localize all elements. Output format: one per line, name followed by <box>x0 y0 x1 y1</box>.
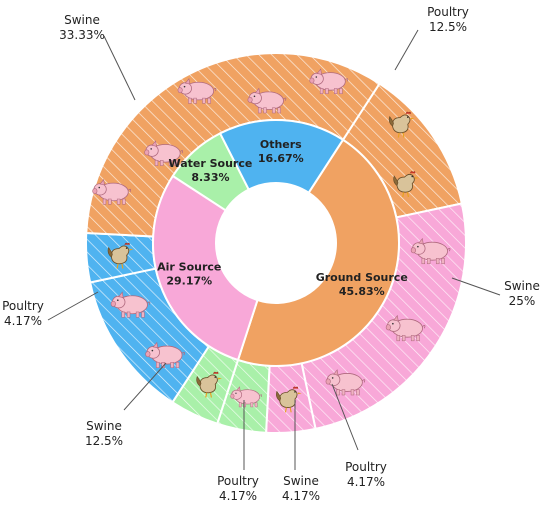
outer-label-name: Swine <box>64 13 100 27</box>
chicken-icon <box>196 371 222 398</box>
leader-line <box>451 277 501 296</box>
icon-layer <box>92 68 451 413</box>
pig-icon <box>145 341 185 368</box>
outer-label-name: Poultry <box>427 5 469 19</box>
outer-label-value: 33.33% <box>59 28 105 42</box>
chicken-icon <box>107 242 134 269</box>
inner-label-name: Others <box>260 138 302 151</box>
pig-icon <box>410 237 451 265</box>
inner-label-name: Air Source <box>157 261 221 274</box>
inner-slice-air-source[interactable] <box>152 174 259 362</box>
outer-label-value: 12.5% <box>85 434 123 448</box>
pig-icon <box>309 68 349 94</box>
outer-label-name: Swine <box>283 474 319 488</box>
outer-label-swine-1: Swine 25% <box>504 279 540 308</box>
outer-label-name: Swine <box>86 419 122 433</box>
pig-icon <box>230 386 262 408</box>
outer-label-value: 25% <box>509 294 536 308</box>
outer-label-name: Poultry <box>217 474 259 488</box>
inner-slice-ground-source[interactable] <box>236 138 400 367</box>
pig-icon <box>110 291 151 318</box>
inner-label-value: 29.17% <box>166 275 212 288</box>
inner-slice-others[interactable] <box>218 119 345 195</box>
leader-line <box>123 362 167 411</box>
outer-label-value: 4.17% <box>4 314 42 328</box>
outer-label-value: 12.5% <box>429 20 467 34</box>
inner-label-air-source: Air Source 29.17% <box>157 261 221 288</box>
inner-label-value: 16.67% <box>258 152 304 165</box>
inner-label-ground-source: Ground Source 45.83% <box>316 271 408 298</box>
pig-icon <box>92 178 132 205</box>
inner-label-others: Others 16.67% <box>258 138 304 165</box>
pig-icon <box>247 87 287 114</box>
chicken-icon <box>276 386 302 413</box>
leader-line <box>103 35 136 101</box>
leader-line <box>47 291 99 321</box>
inner-label-value: 8.33% <box>191 171 229 184</box>
outer-label-poultry-2: Poultry 4.17% <box>345 460 387 489</box>
outer-label-swine-5: Swine 12.5% <box>85 419 123 448</box>
chicken-icon <box>393 171 419 198</box>
pig-icon <box>325 369 366 396</box>
outer-ring <box>85 52 467 434</box>
outer-label-name: Swine <box>504 279 540 293</box>
outer-label-swine-7: Swine 33.33% <box>59 13 105 42</box>
outer-label-poultry-6: Poultry 4.17% <box>2 299 44 328</box>
pig-icon <box>385 314 426 342</box>
leader-line <box>331 383 359 451</box>
outer-label-value: 4.17% <box>347 475 385 489</box>
pig-icon <box>177 78 217 104</box>
outer-label-name: Poultry <box>345 460 387 474</box>
chicken-icon <box>388 111 415 138</box>
inner-label-name: Ground Source <box>316 271 408 284</box>
inner-label-value: 45.83% <box>339 285 385 298</box>
leader-line-layer <box>47 29 501 470</box>
outer-label-layer: Poultry 12.5%Swine 25%Poultry 4.17%Swine 4.1… <box>2 5 540 503</box>
inner-label-water-source: Water Source 8.33% <box>168 157 252 184</box>
outer-label-swine-3: Swine 4.17% <box>282 474 320 503</box>
outer-label-poultry-0: Poultry 12.5% <box>427 5 469 34</box>
outer-label-name: Poultry <box>2 299 44 313</box>
inner-ring <box>152 119 400 367</box>
outer-label-value: 4.17% <box>219 489 257 503</box>
inner-label-name: Water Source <box>168 157 252 170</box>
pig-icon <box>144 140 183 166</box>
outer-label-value: 4.17% <box>282 489 320 503</box>
outer-label-poultry-4: Poultry 4.17% <box>217 474 259 503</box>
leader-line <box>394 29 419 71</box>
inner-label-layer: Ground Source 45.83% Air Source 29.17% Water… <box>157 138 408 298</box>
